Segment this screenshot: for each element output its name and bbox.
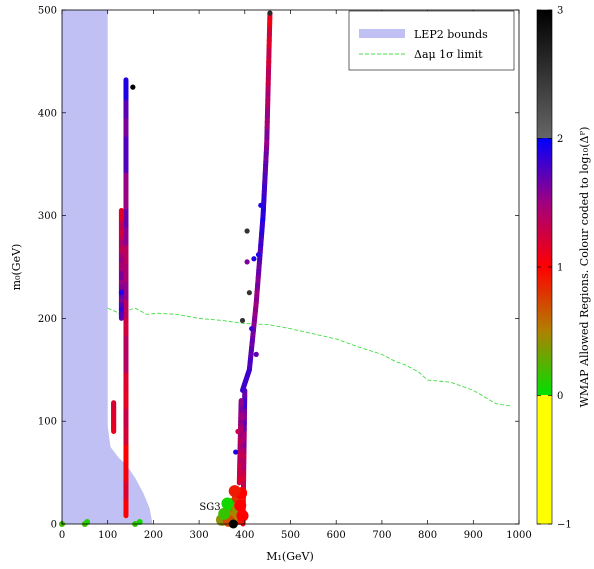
wmap-axis-point	[136, 518, 143, 525]
colorbar-band-mid	[537, 138, 552, 267]
colorbar-tick-label: 1	[557, 263, 563, 274]
amu-limit-line	[107, 307, 510, 407]
x-tick-label: 900	[464, 530, 483, 541]
legend-label-amu: Δaμ 1σ limit	[414, 48, 483, 61]
legend-label-lep2: LEP2 bounds	[414, 28, 488, 41]
legend-swatch-lep2	[359, 29, 405, 38]
x-tick-label: 0	[59, 530, 65, 541]
y-tick-label: 400	[38, 108, 57, 119]
wmap-point	[118, 290, 125, 296]
colorbar-tick-label: 2	[557, 134, 563, 145]
amu-limit-curve	[107, 307, 510, 407]
x-tick-label: 500	[281, 530, 300, 541]
wmap-cluster-point	[218, 507, 231, 520]
axis-ticks: 0 100 200 300 400 500 600 700 800 900 1000 0 100 200 3…	[38, 6, 532, 542]
colorbar-tick-label: 0	[557, 391, 563, 402]
y-tick-label: 300	[38, 211, 57, 222]
wmap-strips	[111, 10, 273, 527]
y-tick-label: 100	[38, 417, 57, 428]
wmap-point	[235, 428, 241, 435]
colorbar-label: WMAP Allowed Regions. Colour coded to lo…	[578, 127, 591, 408]
y-axis-title: m₀(GeV)	[10, 244, 23, 291]
y-tick-label: 200	[38, 314, 57, 325]
x-tick-label: 700	[372, 530, 391, 541]
colorbar-band-low	[537, 267, 552, 395]
wmap-point	[244, 259, 250, 265]
x-tick-label: 600	[327, 530, 346, 541]
y-tick-label: 500	[38, 6, 57, 17]
colorbar-tick-label: −1	[557, 520, 572, 531]
colorbar-band-high	[537, 10, 552, 138]
wmap-point	[246, 290, 252, 296]
x-tick-label: 1000	[506, 530, 531, 541]
wmap-point	[239, 317, 246, 324]
wmap-point	[130, 84, 136, 90]
wmap-points	[118, 10, 273, 455]
wmap-cluster-point	[234, 499, 247, 512]
annotation-sg3-label: SG3	[199, 502, 220, 513]
colorbar-ticks: −1 0 1 2 3	[537, 6, 572, 531]
plot-background	[62, 10, 519, 524]
annotation-sg3: SG3	[199, 502, 238, 529]
x-tick-label: 400	[235, 530, 254, 541]
wmap-low-cluster	[59, 485, 249, 527]
wmap-point	[267, 10, 273, 16]
wmap-point	[249, 326, 255, 332]
colorbar-tick-label: 3	[557, 6, 563, 17]
wmap-axis-point	[84, 518, 91, 525]
legend: LEP2 bounds Δaμ 1σ limit	[348, 10, 515, 71]
y-tick-label: 0	[51, 520, 57, 531]
x-tick-label: 100	[98, 530, 117, 541]
wmap-point	[255, 252, 262, 258]
wmap-cluster-point	[236, 509, 249, 522]
colorbar: −1 0 1 2 3 WMAP Allowed Regions. Colour code…	[536, 6, 591, 531]
wmap-cluster-point	[228, 485, 241, 498]
wmap-point	[251, 256, 257, 262]
x-tick-label: 800	[418, 530, 437, 541]
lep2-bounds-region	[62, 10, 153, 524]
legend-box	[348, 10, 515, 71]
x-tick-label: 200	[144, 530, 163, 541]
colorbar-band-yellow	[537, 395, 552, 524]
x-tick-label: 300	[190, 530, 209, 541]
x-axis-title: M₁(GeV)	[266, 550, 314, 563]
wmap-point	[258, 202, 264, 208]
wmap-cluster-point	[221, 497, 234, 510]
wmap-point	[253, 351, 259, 357]
annotation-sg3-marker	[228, 519, 238, 529]
wmap-point	[233, 449, 239, 455]
wmap-point	[244, 228, 250, 234]
lep2-polygon	[62, 10, 153, 524]
